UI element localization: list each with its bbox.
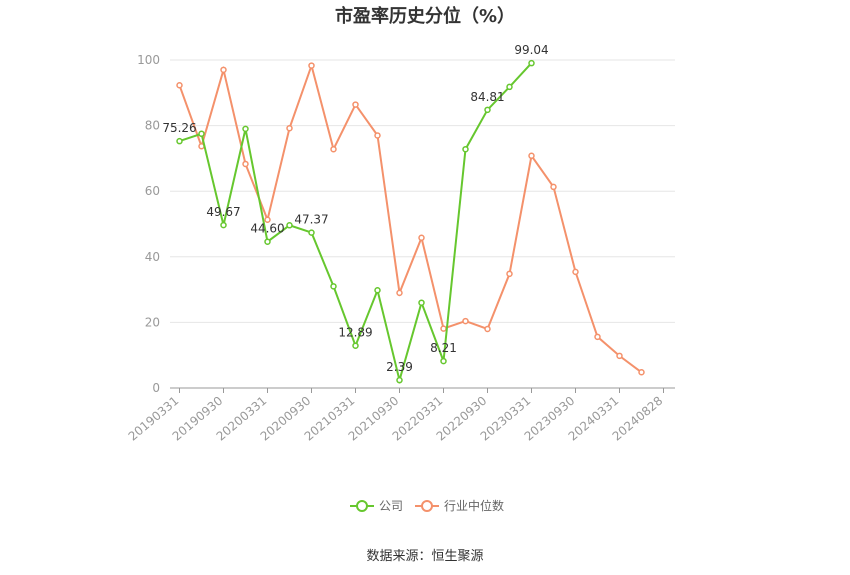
data-point	[572, 268, 579, 276]
data-point	[506, 83, 513, 91]
series-layer: 75.26 49.67 44.60 47.37 12.89 2.39 8.21 84.81 99…	[162, 43, 645, 385]
data-point	[264, 216, 271, 223]
data-point	[352, 101, 359, 108]
data-point	[374, 287, 381, 294]
data-point	[528, 152, 535, 160]
data-point	[396, 376, 403, 384]
data-point	[418, 234, 425, 242]
y-tick-label: 60	[145, 184, 160, 198]
data-point	[484, 106, 491, 114]
data-label: 99.04	[514, 43, 548, 57]
data-label: 12.89	[338, 326, 372, 340]
y-tick-label: 40	[145, 250, 160, 264]
y-tick-label: 100	[137, 53, 160, 67]
data-label: 47.37	[294, 213, 328, 227]
data-point	[528, 59, 535, 67]
data-point	[462, 145, 469, 153]
legend-item-company-label: 公司	[379, 499, 403, 513]
data-label: 2.39	[386, 360, 413, 374]
y-tick-label: 20	[145, 315, 160, 329]
data-point	[550, 183, 557, 191]
data-point	[308, 62, 315, 69]
legend: 公司 行业中位数	[350, 498, 504, 513]
data-point	[220, 66, 227, 74]
data-point	[330, 283, 337, 290]
data-point	[374, 132, 381, 139]
data-label: 75.26	[162, 121, 196, 135]
data-point	[440, 325, 447, 332]
data-point	[418, 299, 425, 306]
series-line-industry	[178, 62, 643, 374]
data-point	[352, 342, 359, 349]
legend-item-company-marker	[356, 500, 368, 512]
data-point	[616, 352, 623, 360]
grid-lines	[170, 59, 675, 323]
data-point	[506, 270, 513, 278]
y-tick-label: 80	[145, 119, 160, 133]
data-point	[198, 130, 205, 138]
data-point	[440, 357, 447, 365]
data-point	[242, 125, 249, 133]
data-point	[594, 333, 601, 341]
chart-title: 市盈率历史分位（%）	[334, 6, 516, 27]
data-point	[396, 289, 403, 297]
y-axis: 0 20 40 60 80 100	[137, 53, 160, 395]
data-point	[176, 137, 183, 145]
x-axis: 2019033120190930202003312020093020210331…	[126, 387, 675, 444]
data-label: 8.21	[430, 341, 457, 355]
data-point	[462, 317, 469, 325]
data-point	[308, 229, 315, 236]
data-point	[638, 369, 645, 376]
data-label: 49.67	[206, 205, 240, 219]
data-point	[242, 160, 249, 168]
data-label: 84.81	[470, 90, 504, 104]
data-point	[264, 238, 271, 245]
data-point	[176, 82, 183, 89]
data-point	[484, 325, 491, 333]
legend-item-industry-label: 行业中位数	[444, 498, 504, 513]
data-point	[330, 145, 337, 153]
y-tick-label: 0	[152, 381, 160, 395]
data-point	[286, 124, 293, 132]
data-point	[286, 222, 293, 229]
data-source: 数据来源：恒生聚源	[366, 549, 484, 564]
legend-item-industry-marker	[421, 500, 433, 512]
data-label: 44.60	[250, 222, 284, 236]
data-point	[220, 221, 227, 229]
